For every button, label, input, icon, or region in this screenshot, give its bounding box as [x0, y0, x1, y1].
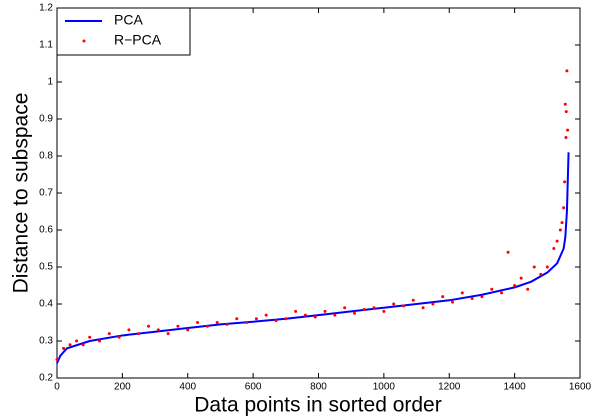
rpca-point	[564, 136, 568, 139]
rpca-point	[545, 265, 549, 269]
rpca-point	[323, 309, 327, 313]
legend: PCA R−PCA	[56, 7, 191, 56]
rpca-point	[147, 324, 151, 328]
y-tick-label: 0.7	[39, 188, 53, 199]
y-tick-label: 0.5	[39, 262, 53, 273]
rpca-point	[137, 332, 141, 336]
y-tick-label: 1	[47, 77, 53, 88]
legend-swatch	[82, 39, 86, 43]
rpca-point	[88, 335, 92, 339]
rpca-point	[225, 322, 229, 326]
legend-box	[56, 7, 191, 56]
rpca-point	[563, 180, 567, 184]
rpca-point	[81, 343, 85, 347]
x-axis-label: Data points in sorted order	[194, 394, 441, 417]
y-axis-label: Distance to subspace	[10, 93, 33, 294]
x-tick-label: 1600	[569, 382, 592, 393]
rpca-point	[97, 339, 101, 343]
rpca-point	[566, 128, 570, 132]
y-tick-label: 0.4	[39, 299, 53, 310]
rpca-point	[156, 328, 160, 332]
rpca-point	[127, 328, 131, 332]
x-tick-label: 1000	[373, 382, 396, 393]
rpca-point	[186, 328, 190, 332]
rpca-point	[539, 272, 543, 276]
rpca-point	[254, 317, 258, 321]
x-tick-label: 200	[114, 382, 131, 393]
rpca-point	[313, 315, 317, 319]
rpca-point	[565, 69, 569, 73]
rpca-point	[480, 295, 484, 299]
rpca-point	[500, 291, 504, 295]
rpca-point	[274, 319, 278, 323]
rpca-point	[506, 250, 510, 254]
plot-area	[56, 7, 581, 379]
legend-label: PCA	[114, 12, 143, 28]
rpca-point	[196, 321, 200, 324]
rpca-point	[411, 298, 415, 302]
rpca-point	[215, 321, 219, 324]
x-tick-label: 400	[179, 382, 196, 393]
rpca-point	[382, 309, 386, 313]
rpca-point	[532, 265, 536, 269]
x-tick-label: 1200	[438, 382, 461, 393]
y-tick-label: 0.8	[39, 151, 53, 162]
y-tick-label: 0.3	[39, 336, 53, 347]
rpca-point	[421, 306, 425, 310]
rpca-point	[68, 343, 72, 347]
y-tick-label: 0.6	[39, 225, 53, 236]
y-tick-label: 1.2	[39, 3, 53, 14]
rpca-point	[55, 358, 59, 361]
x-tick-label: 800	[310, 382, 327, 393]
rpca-point	[392, 302, 396, 306]
rpca-point	[117, 335, 121, 339]
rpca-point	[560, 221, 564, 225]
rpca-point	[470, 296, 474, 300]
legend-label: R−PCA	[114, 32, 162, 48]
rpca-point	[205, 324, 209, 328]
rpca-point	[343, 306, 347, 310]
pca-line	[56, 152, 570, 364]
y-tick-label: 0.2	[39, 373, 53, 384]
x-tick-label: 600	[245, 382, 262, 393]
rpca-point	[564, 110, 568, 114]
rpca-point	[362, 308, 366, 312]
y-tick-label: 1.1	[39, 40, 53, 51]
rpca-point	[562, 206, 566, 210]
rpca-point	[284, 317, 288, 321]
rpca-point	[460, 291, 464, 295]
rpca-point	[451, 300, 455, 304]
rpca-point	[166, 332, 170, 336]
rpca-point	[558, 228, 562, 232]
rpca-point	[372, 306, 376, 310]
rpca-point	[107, 332, 111, 336]
rpca-point	[176, 324, 180, 328]
rpca-point	[526, 287, 530, 291]
rpca-point	[75, 339, 79, 343]
rpca-point	[563, 102, 567, 106]
y-tick-label: 0.9	[39, 114, 53, 125]
rpca-point	[401, 304, 405, 308]
rpca-point	[264, 313, 268, 317]
rpca-point	[431, 302, 435, 306]
rpca-point	[441, 295, 445, 299]
rpca-point	[294, 309, 298, 313]
x-tick-label: 1400	[504, 382, 527, 393]
rpca-point	[333, 313, 337, 317]
rpca-point	[303, 313, 307, 317]
rpca-point	[519, 276, 523, 280]
rpca-point	[235, 317, 239, 321]
rpca-point	[62, 346, 66, 350]
rpca-point	[490, 287, 494, 291]
rpca-point	[352, 311, 356, 315]
x-tick-label: 0	[54, 382, 60, 393]
rpca-point	[245, 321, 249, 324]
rpca-point	[513, 284, 517, 287]
rpca-point	[555, 239, 559, 243]
rpca-point	[552, 247, 556, 250]
